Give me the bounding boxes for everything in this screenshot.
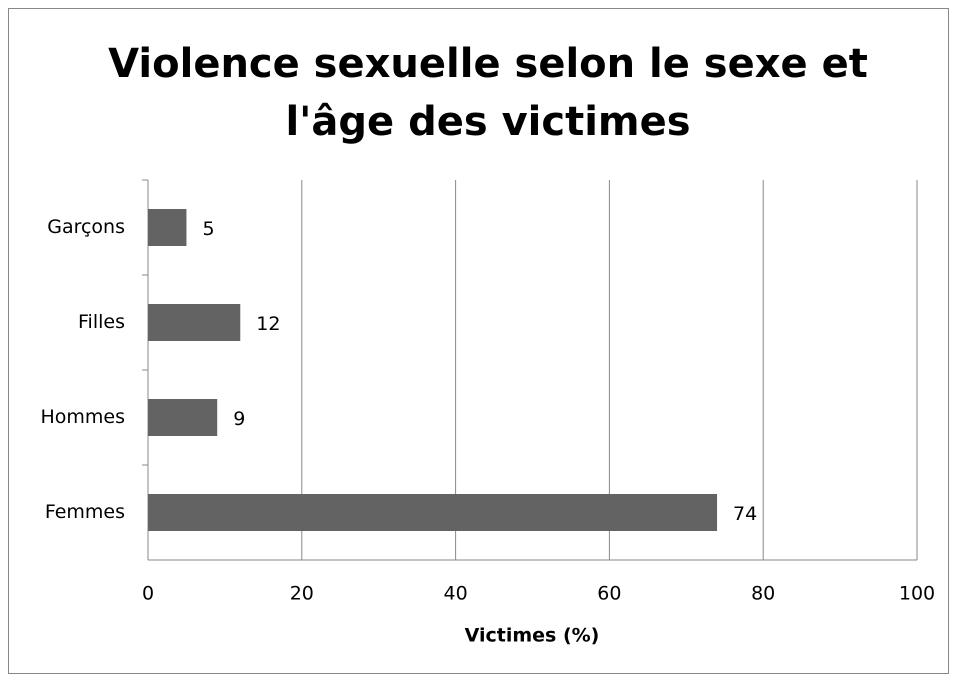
chart-title: Violence sexuelle selon le sexe et — [108, 41, 868, 87]
chart-title: l'âge des victimes — [285, 99, 690, 145]
x-tick-label: 100 — [899, 583, 935, 605]
bar — [148, 399, 218, 436]
x-tick-label: 60 — [597, 583, 621, 605]
data-label: 74 — [733, 503, 757, 525]
x-tick-label: 0 — [142, 583, 154, 605]
x-axis-title: Victimes (%) — [465, 625, 600, 647]
x-tick-label: 20 — [290, 583, 314, 605]
x-tick-label: 80 — [751, 583, 775, 605]
data-label: 9 — [233, 408, 245, 430]
bar — [148, 209, 187, 246]
bar — [148, 304, 241, 341]
y-tick-label: Garçons — [47, 216, 125, 238]
data-label: 12 — [256, 313, 280, 335]
y-tick-label: Hommes — [40, 406, 125, 428]
y-tick-label: Filles — [78, 311, 125, 333]
y-tick-label: Femmes — [45, 501, 125, 523]
x-tick-label: 40 — [444, 583, 468, 605]
bar — [148, 494, 718, 531]
data-label: 5 — [202, 218, 214, 240]
